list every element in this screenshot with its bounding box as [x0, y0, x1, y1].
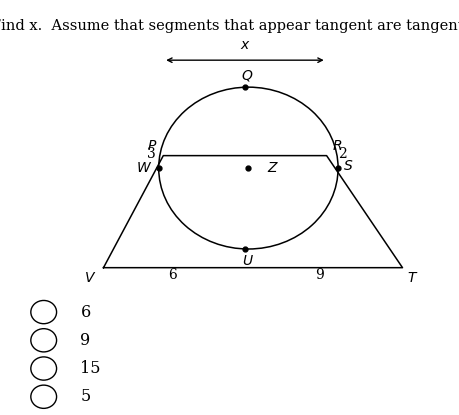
Text: $V$: $V$ — [84, 271, 96, 285]
Text: $Q$: $Q$ — [241, 68, 253, 83]
Text: $S$: $S$ — [342, 159, 353, 173]
Text: $U$: $U$ — [241, 254, 253, 269]
Text: 6: 6 — [168, 268, 177, 282]
Text: 15: 15 — [80, 360, 101, 377]
Text: $Z$: $Z$ — [266, 161, 278, 175]
Text: $P$: $P$ — [146, 139, 157, 154]
Text: 5: 5 — [80, 388, 90, 405]
Text: 6: 6 — [80, 304, 90, 320]
Text: 3: 3 — [146, 146, 155, 161]
Text: $R$: $R$ — [331, 139, 341, 154]
Text: $T$: $T$ — [406, 271, 417, 285]
Text: $W$: $W$ — [135, 161, 152, 175]
Text: $x$: $x$ — [239, 38, 250, 52]
Text: 2: 2 — [337, 146, 347, 161]
Text: 9: 9 — [314, 268, 324, 282]
Text: 9: 9 — [80, 332, 90, 349]
Text: Find x.  Assume that segments that appear tangent are tangent.: Find x. Assume that segments that appear… — [0, 19, 459, 33]
